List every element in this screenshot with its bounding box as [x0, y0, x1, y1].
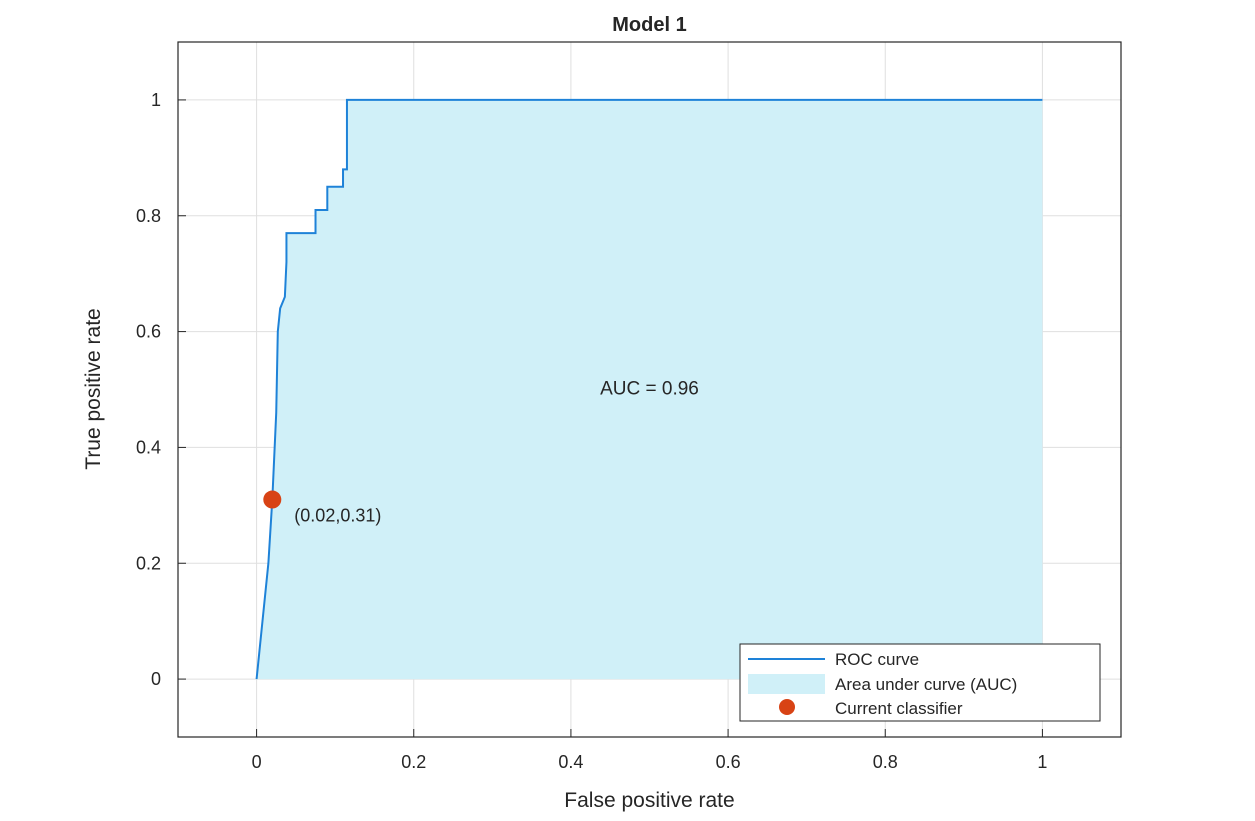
y-tick-label-5: 1: [151, 90, 161, 110]
x-tick-label-2: 0.4: [558, 752, 583, 772]
chart-title: Model 1: [612, 14, 686, 36]
y-tick-label-3: 0.6: [136, 322, 161, 342]
auc-annotation: AUC = 0.96: [600, 379, 699, 400]
plot-area: AUC = 0.96 (0.02,0.31): [177, 41, 1122, 738]
x-axis-label: False positive rate: [564, 789, 734, 812]
legend-label-roc: ROC curve: [835, 650, 919, 669]
legend-label-classifier: Current classifier: [835, 699, 963, 718]
x-tick-label-1: 0.2: [401, 752, 426, 772]
y-tick-label-2: 0.4: [136, 437, 161, 457]
legend: ROC curve Area under curve (AUC) Current…: [739, 643, 1101, 722]
y-tick-label-0: 0: [151, 669, 161, 689]
auc-area: [256, 99, 1043, 680]
x-tick-label-4: 0.8: [873, 752, 898, 772]
classifier-point-label: (0.02,0.31): [294, 506, 381, 526]
plot-frame: [177, 41, 1122, 738]
x-axis-ticks: 0 0.2 0.4 0.6 0.8 1: [252, 729, 1047, 772]
current-classifier-point: [263, 490, 282, 509]
x-tick-label-0: 0: [252, 752, 262, 772]
y-tick-label-4: 0.8: [136, 206, 161, 226]
y-axis-ticks: 0 0.2 0.4 0.6 0.8 1: [136, 90, 186, 689]
legend-classifier-swatch: [779, 699, 795, 715]
legend-label-auc: Area under curve (AUC): [835, 675, 1017, 694]
x-tick-label-3: 0.6: [716, 752, 741, 772]
y-axis-label: True positive rate: [82, 308, 105, 469]
roc-curve-line: [255, 98, 1043, 680]
x-tick-label-5: 1: [1037, 752, 1047, 772]
legend-auc-swatch: [748, 674, 825, 694]
y-tick-label-1: 0.2: [136, 553, 161, 573]
